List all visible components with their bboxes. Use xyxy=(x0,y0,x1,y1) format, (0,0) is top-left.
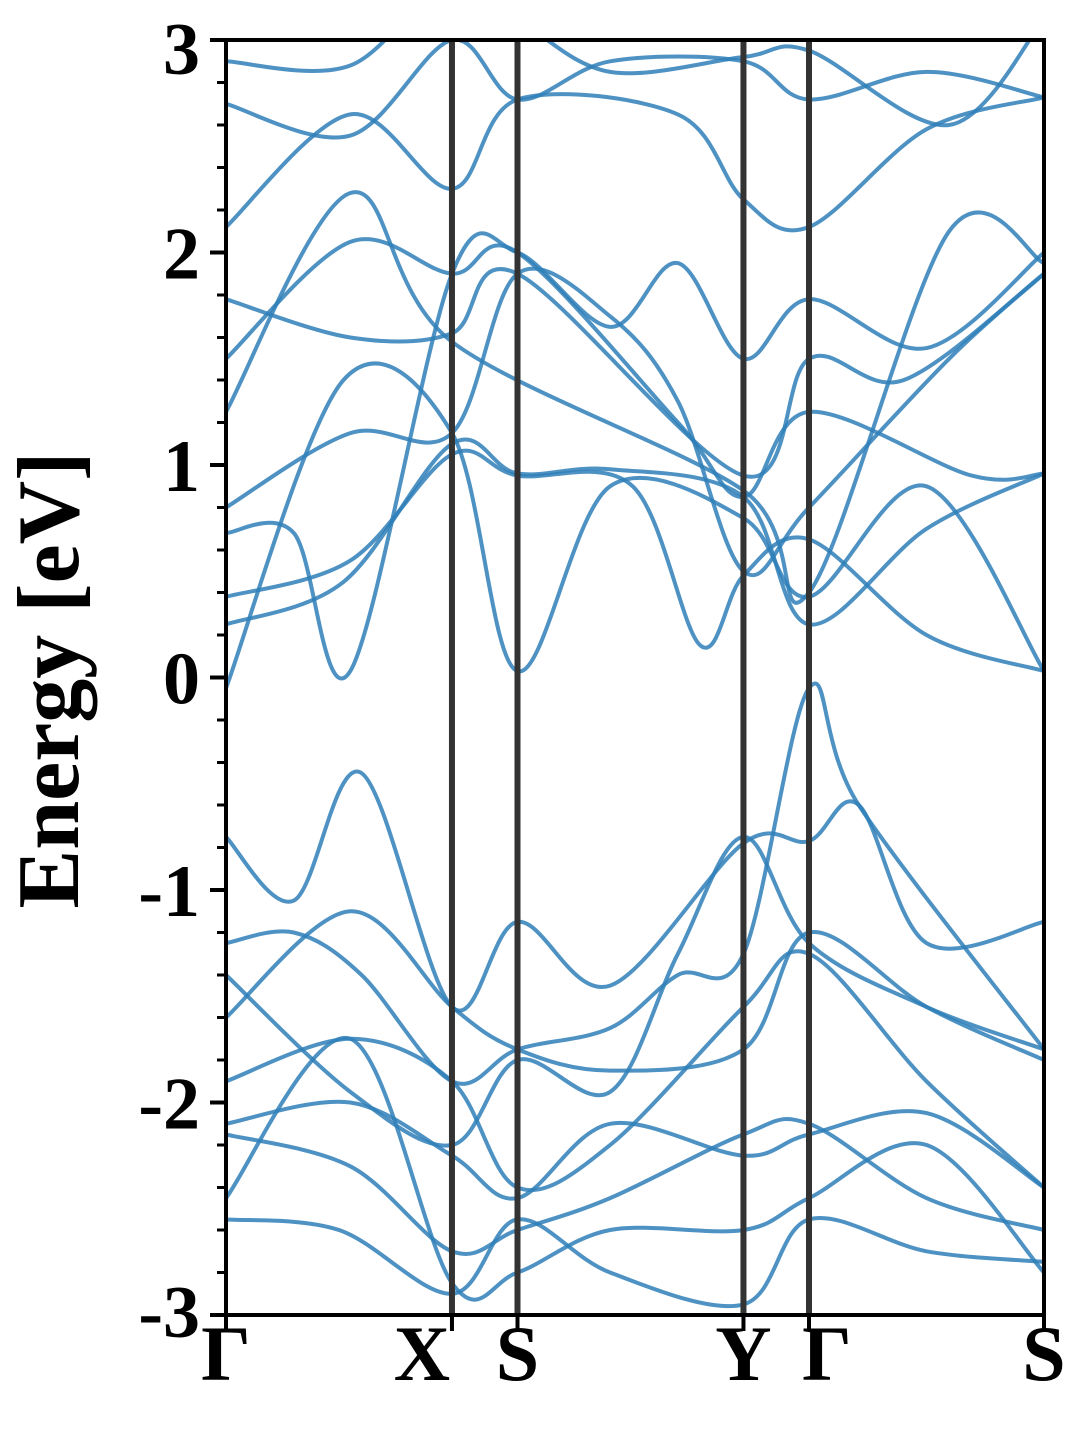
kpoint-label: Γ xyxy=(802,1310,852,1397)
band-line xyxy=(226,909,1044,1073)
band-line xyxy=(226,92,1044,233)
kpoint-lines xyxy=(448,40,812,1315)
band-line xyxy=(226,448,1044,674)
band-lines xyxy=(226,40,1044,1309)
y-tick-label: 3 xyxy=(163,9,200,91)
band-line xyxy=(226,1035,1044,1302)
y-axis-ticks: -3 -2 -1 0 1 2 3 xyxy=(138,9,226,1354)
band-line xyxy=(226,40,1032,128)
y-tick-label: 1 xyxy=(163,426,200,508)
band-line xyxy=(226,1117,1044,1257)
band-line xyxy=(226,834,1044,1148)
kpoint-label: Y xyxy=(715,1310,771,1397)
y-axis-label: Energy [eV] xyxy=(1,452,98,909)
band-line xyxy=(226,40,1044,140)
band-line xyxy=(226,1099,1044,1201)
band-line xyxy=(226,769,1044,1013)
y-tick-label: 2 xyxy=(163,214,200,296)
kpoint-label: S xyxy=(1022,1310,1065,1397)
kpoint-label: X xyxy=(394,1310,450,1397)
band-line xyxy=(226,266,1044,578)
kpoint-label: Γ xyxy=(201,1310,251,1397)
y-tick-label: -2 xyxy=(138,1064,200,1146)
band-line xyxy=(226,949,1044,1193)
band-line xyxy=(226,190,1044,605)
band-line xyxy=(226,237,1044,499)
band-line xyxy=(226,1216,1044,1309)
y-tick-label: 0 xyxy=(163,639,200,721)
band-line xyxy=(226,361,1044,689)
kpoint-label: S xyxy=(496,1310,539,1397)
band-line xyxy=(226,267,1044,479)
band-line xyxy=(226,437,1044,627)
band-line xyxy=(226,681,1044,1086)
y-tick-label: -1 xyxy=(138,851,200,933)
y-tick-label: -3 xyxy=(138,1272,200,1354)
